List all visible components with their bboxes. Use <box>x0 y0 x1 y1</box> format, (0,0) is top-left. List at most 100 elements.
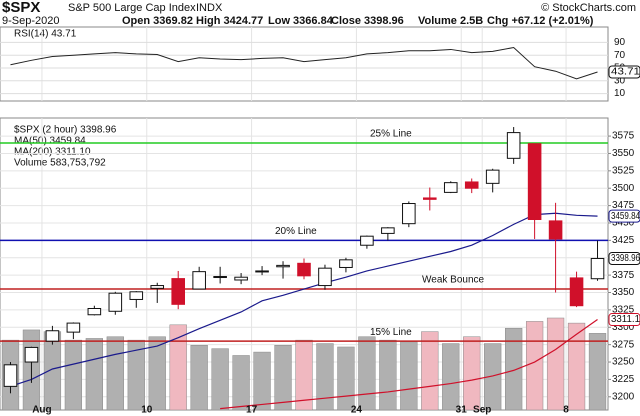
y-tick-label: 3475 <box>612 200 635 211</box>
volume-bar <box>421 331 439 410</box>
candle-body <box>213 276 227 279</box>
candle-body <box>45 330 60 342</box>
volume-bar <box>274 345 292 410</box>
y-tick-label: 3375 <box>612 270 635 281</box>
volume-bar <box>106 336 124 410</box>
candle-body <box>87 307 102 316</box>
annotation-label: 20% Line <box>275 226 317 237</box>
candle-body <box>360 235 374 246</box>
rsi-tick-label: 10 <box>614 88 626 99</box>
y-tick-label: 3300 <box>612 322 635 333</box>
stat: Open 3369.82 <box>122 15 193 27</box>
y-tick-label: 3450 <box>612 218 635 229</box>
exchange: INDX <box>196 2 223 14</box>
candle-body <box>150 285 165 289</box>
volume-bar <box>253 351 271 410</box>
stats: Open 3369.82 High 3424.77 Low 3366.84Close… <box>122 15 594 27</box>
candle-body <box>234 276 248 281</box>
stat: Chg +67.12 (+2.01%) <box>487 15 594 27</box>
price-plot: 25% Line 20% Line Weak Bounce 15% Line <box>0 118 608 410</box>
price-legend: $SPX (2 hour) 3398.96 <box>14 125 117 136</box>
candle-body <box>276 264 290 268</box>
stat: High 3424.77 <box>196 15 263 27</box>
y-tick-label: 3425 <box>612 235 635 246</box>
candle-body <box>171 278 185 305</box>
stat: Low 3366.84 <box>268 15 334 27</box>
candle-body <box>3 364 18 387</box>
value-badge-label: 3459.84 <box>611 211 640 222</box>
candle-body <box>129 291 144 300</box>
y-tick-label: 3200 <box>612 391 635 402</box>
volume-bar <box>127 339 145 410</box>
x-tick-label: 17 <box>246 405 258 416</box>
credit: © StockCharts.com <box>541 2 636 14</box>
candle-body <box>297 262 311 277</box>
y-tick-label: 3350 <box>612 287 635 298</box>
x-tick-label: 31 <box>456 405 468 416</box>
x-tick-label: 10 <box>141 405 153 416</box>
volume-bar <box>295 339 313 410</box>
y-tick-label: 3525 <box>612 165 635 176</box>
symbol: $SPX <box>2 0 40 16</box>
candle-body <box>108 292 123 312</box>
candle-body <box>318 267 332 287</box>
y-tick-label: 3575 <box>612 131 635 142</box>
rsi-tick-label: 70 <box>614 50 626 61</box>
candle-body <box>569 277 584 307</box>
volume-bar <box>316 343 334 410</box>
candle-body <box>527 143 542 221</box>
volume-bar <box>588 333 607 410</box>
value-badge <box>608 313 640 327</box>
date: 9-Sep-2020 <box>2 15 60 27</box>
rsi-line <box>10 46 598 80</box>
volume-bar <box>484 343 502 410</box>
volume-bar <box>232 355 250 410</box>
candle-body <box>381 227 395 234</box>
value-badge <box>608 65 640 79</box>
x-tick-label: 8 <box>563 405 569 416</box>
volume-bar <box>358 336 376 410</box>
volume-legend: Volume 583,753,792 <box>14 158 106 169</box>
annotation-label: Weak Bounce <box>422 275 485 286</box>
value-badge <box>608 251 640 265</box>
volume-bar <box>463 336 481 410</box>
volume-bar <box>85 338 103 410</box>
rsi-tick-label: 30 <box>614 75 626 86</box>
candle-body <box>339 259 353 268</box>
volume-bar <box>169 324 187 410</box>
rsi-legend: RSI(14) 43.71 <box>14 29 77 40</box>
value-badge-label: 43.71 <box>611 67 640 78</box>
volume-bar <box>148 336 166 410</box>
candle-body <box>506 132 521 159</box>
stat: Volume 2.5B <box>418 15 483 27</box>
candle-body <box>402 203 416 225</box>
candle-body <box>192 271 206 290</box>
value-badge <box>608 209 640 223</box>
candle-body <box>464 181 479 189</box>
ma200-legend: MA(200) 3311.10 <box>14 147 91 158</box>
rsi-tick-label: 90 <box>614 37 626 48</box>
volume-bar <box>64 339 83 410</box>
value-badge-label: 3398.96 <box>611 253 640 264</box>
volume-bar <box>442 343 460 410</box>
value-badge-label: 3311.1 <box>611 314 640 325</box>
volume-bar <box>379 339 397 410</box>
candle-body <box>255 270 269 273</box>
volume-bar <box>505 327 523 410</box>
candle-body <box>590 257 605 280</box>
candle-body <box>443 182 458 193</box>
chart-title: S&P 500 Large Cap Index <box>68 2 196 14</box>
volume-bar <box>400 341 418 410</box>
candle-body <box>66 322 81 333</box>
candle-body <box>423 197 437 200</box>
stat: Close 3398.96 <box>331 15 404 27</box>
annotation-label: 15% Line <box>370 327 412 338</box>
volume-bar <box>567 322 586 410</box>
annotation-label: 25% Line <box>370 129 412 140</box>
volume-bar <box>211 348 229 410</box>
y-tick-label: 3275 <box>612 339 635 350</box>
x-tick-label: Sep <box>473 405 491 416</box>
y-tick-label: 3325 <box>612 305 635 316</box>
x-tick-label: 24 <box>351 405 363 416</box>
